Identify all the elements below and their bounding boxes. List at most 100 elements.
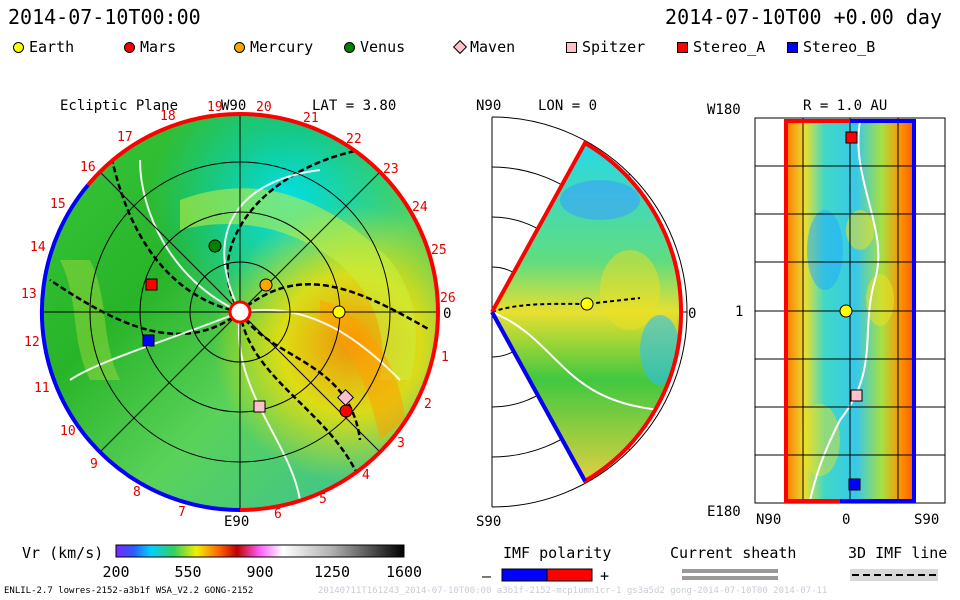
legend-item-spitzer: Spitzer — [566, 38, 645, 56]
spitzer-marker — [253, 400, 266, 413]
colorbar-tick: 200 — [102, 563, 129, 581]
meridional-right-label: 0 — [688, 306, 696, 322]
carrington-label: 15 — [50, 197, 66, 212]
footer-run-id: 20140711T161243_2014-07-10T00:00 a3b1f-2… — [318, 586, 828, 596]
stereo-b-marker-icon — [787, 41, 798, 53]
carrington-label: 18 — [160, 109, 176, 124]
legend-label: Stereo_B — [803, 38, 876, 56]
stereo-a-marker-icon — [677, 41, 688, 53]
carrington-label: 12 — [24, 335, 40, 350]
radial-panel: W180 E180 1 R = 1.0 AU N90 0 S90 — [707, 98, 946, 528]
carrington-label: 16 — [80, 160, 96, 175]
colorbar-gradient — [115, 544, 405, 558]
earth-marker-icon — [13, 41, 24, 53]
legend-item-mars: Mars — [124, 38, 176, 56]
maven-marker — [337, 389, 354, 406]
colorbar: Vr (km/s) 200 550 900 1250 1600 — [22, 544, 422, 581]
carrington-label: 1 — [441, 350, 449, 365]
carrington-label: 19 — [207, 100, 223, 115]
imf-polarity-minus: – — [482, 567, 492, 585]
ecliptic-boundary-negative — [39, 183, 241, 512]
legend-item-venus: Venus — [344, 38, 405, 56]
legend-label: Earth — [29, 38, 75, 56]
legend-item-maven: Maven — [452, 38, 516, 56]
legend-label: Venus — [360, 38, 406, 56]
venus-marker-icon — [344, 41, 355, 53]
ecliptic-boundary-positive — [239, 112, 440, 512]
carrington-label: 25 — [431, 243, 447, 258]
radial-bottom-label-n90: N90 — [756, 512, 781, 528]
venus-marker — [208, 239, 222, 253]
imf-polarity-legend: IMF polarity – + — [482, 544, 611, 585]
stereo-b-marker — [142, 334, 155, 347]
legend-label: Stereo_A — [693, 38, 766, 56]
radial-r-label: R = 1.0 AU — [803, 98, 887, 114]
radial-bottom-label-s90: S90 — [914, 512, 939, 528]
carrington-label: 14 — [30, 240, 46, 255]
legend-label: Spitzer — [582, 38, 646, 56]
colorbar-label: Vr (km/s) — [22, 544, 103, 562]
ecliptic-bottom-label: E90 — [224, 514, 249, 530]
imf-polarity-plus: + — [600, 567, 609, 585]
mars-marker-icon — [124, 41, 135, 53]
sun-marker — [228, 300, 252, 324]
meridional-bottom-label: S90 — [476, 514, 501, 530]
carrington-label: 5 — [319, 492, 327, 507]
carrington-label: 3 — [397, 436, 405, 451]
mercury-marker-icon — [234, 41, 245, 53]
carrington-label: 22 — [346, 132, 362, 147]
carrington-label: 24 — [412, 200, 428, 215]
ecliptic-top-label: W90 — [221, 98, 246, 114]
carrington-label: 17 — [117, 130, 133, 145]
legend-item-mercury: Mercury — [234, 38, 313, 56]
radial-top-left-label: W180 — [707, 102, 741, 118]
spitzer-marker-icon — [566, 41, 577, 53]
radial-earth-marker — [839, 304, 853, 318]
ecliptic-right-label: 0 — [443, 306, 451, 322]
mercury-marker — [259, 278, 273, 292]
current-sheath-title: Current sheath — [670, 544, 796, 562]
legend-item-stereo-a: Stereo_A — [677, 38, 765, 56]
footer-model-info: ENLIL-2.7 lowres-2152-a3b1f WSA_V2.2 GON… — [4, 586, 254, 596]
date-title-right: 2014-07-10T00 +0.00 day — [665, 5, 942, 29]
legend-label: Mercury — [250, 38, 314, 56]
colorbar-tick: 900 — [246, 563, 273, 581]
colorbar-tick: 1600 — [386, 563, 422, 581]
carrington-label: 10 — [60, 424, 76, 439]
radial-current-sheath — [809, 120, 880, 501]
meridional-panel: N90 S90 LON = 0 0 — [476, 98, 696, 530]
imf-line-title: 3D IMF line — [848, 544, 947, 562]
ecliptic-panel: 1 2 3 4 5 6 7 8 9 10 11 12 13 14 15 16 1… — [21, 98, 456, 530]
radial-stereo-b-marker — [848, 478, 861, 491]
current-sheath-legend: Current sheath — [670, 544, 796, 580]
meridional-earth-marker — [580, 297, 594, 311]
carrington-label: 2 — [424, 397, 432, 412]
mars-marker — [339, 404, 353, 418]
imf-line-legend: 3D IMF line — [848, 544, 947, 581]
carrington-label: 23 — [383, 162, 399, 177]
carrington-label: 13 — [21, 287, 37, 302]
meridional-top-label: N90 — [476, 98, 501, 114]
carrington-label: 11 — [34, 381, 50, 396]
radial-stereo-a-marker — [845, 131, 858, 144]
legend-label: Maven — [470, 38, 516, 56]
date-title-left: 2014-07-10T00:00 — [8, 5, 201, 29]
radial-bottom-left-label: E180 — [707, 504, 741, 520]
meridional-lon-label: LON = 0 — [538, 98, 597, 114]
radial-spitzer-marker — [850, 389, 863, 402]
carrington-labels: 1 2 3 4 5 6 7 8 9 10 11 12 13 14 15 16 1… — [21, 100, 456, 522]
carrington-label: 8 — [133, 485, 141, 500]
carrington-label: 7 — [178, 505, 186, 520]
legend-label: Mars — [140, 38, 177, 56]
colorbar-tick: 1250 — [314, 563, 350, 581]
ecliptic-lat-label: LAT = 3.80 — [312, 98, 396, 114]
radial-mid-label: 1 — [735, 304, 743, 320]
carrington-label: 26 — [440, 291, 456, 306]
carrington-label: 21 — [303, 111, 319, 126]
stereo-a-marker — [145, 278, 158, 291]
ecliptic-title: Ecliptic Plane — [60, 98, 178, 114]
radial-bottom-label-0: 0 — [842, 512, 850, 528]
legend-item-earth: Earth — [13, 38, 74, 56]
carrington-label: 4 — [362, 468, 370, 483]
